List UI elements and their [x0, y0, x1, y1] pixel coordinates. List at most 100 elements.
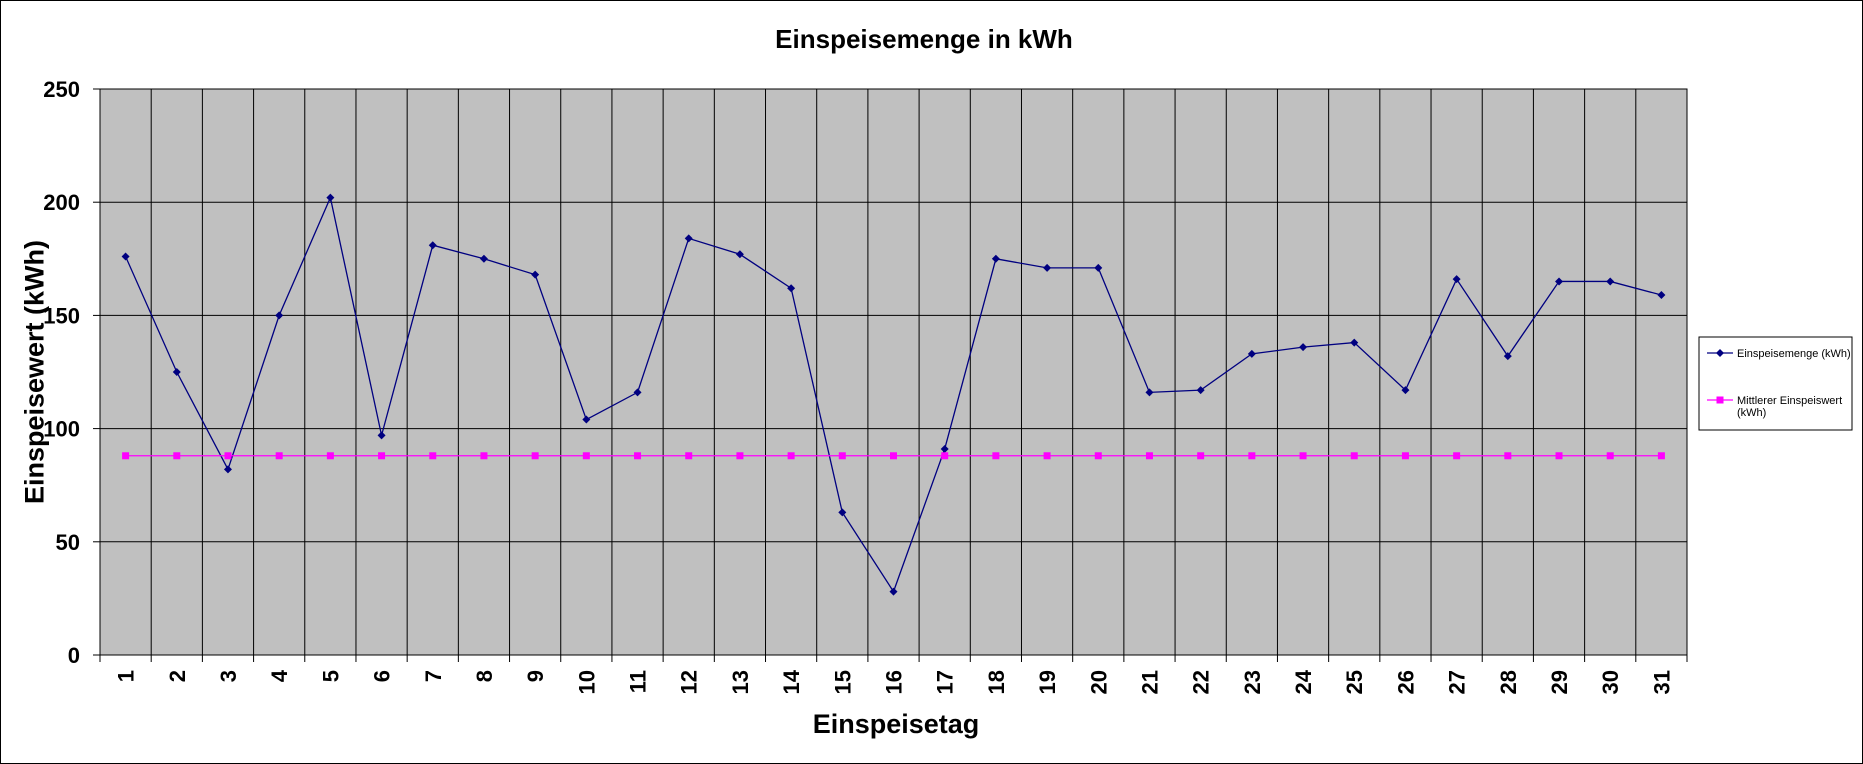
x-tick-label: 12 — [677, 670, 702, 694]
data-point — [787, 452, 795, 460]
data-point — [1350, 452, 1358, 460]
data-point — [1401, 386, 1410, 395]
data-point — [838, 452, 846, 460]
x-tick-label: 5 — [318, 670, 343, 682]
axes — [99, 88, 1688, 656]
legend-label: Einspeisemenge (kWh) — [1737, 348, 1851, 360]
data-point — [428, 241, 437, 250]
data-point — [1606, 452, 1614, 460]
data-point — [1094, 452, 1102, 460]
legend-item: Einspeisemenge (kWh) — [1707, 348, 1851, 360]
x-tick-label: 25 — [1342, 670, 1367, 694]
data-point — [223, 465, 232, 474]
legend-label: Mittlerer Einspeiswert — [1737, 395, 1842, 407]
x-tick-label: 13 — [728, 670, 753, 694]
data-point — [1503, 352, 1512, 361]
data-point — [326, 193, 335, 202]
data-point — [787, 284, 796, 293]
data-point — [122, 452, 130, 460]
x-tick-label: 31 — [1649, 670, 1674, 694]
x-tick-label: 23 — [1240, 670, 1265, 694]
data-point — [941, 452, 949, 460]
data-point — [991, 254, 1000, 263]
legend: Einspeisemenge (kWh) Mittlerer Einspeiswe… — [1698, 336, 1853, 431]
x-tick-label: 15 — [830, 670, 855, 694]
x-tick-label: 29 — [1547, 670, 1572, 694]
y-tick-label: 200 — [43, 190, 80, 215]
data-point — [173, 452, 181, 460]
data-point — [121, 252, 130, 261]
x-tick-label: 10 — [574, 670, 599, 694]
data-point — [992, 452, 1000, 460]
x-tick-label: 26 — [1393, 670, 1418, 694]
data-point — [1247, 349, 1256, 358]
data-point — [479, 254, 488, 263]
data-point — [275, 452, 283, 460]
legend-marker — [1716, 349, 1724, 357]
x-tick-label: 3 — [216, 670, 241, 682]
x-tick-label: 21 — [1137, 670, 1162, 694]
plot-border — [99, 88, 1688, 656]
x-tick-label: 14 — [779, 669, 804, 694]
data-point — [1555, 452, 1563, 460]
x-tick-label: 30 — [1598, 670, 1623, 694]
data-point — [1299, 343, 1308, 352]
data-point — [838, 508, 847, 517]
data-point — [224, 452, 232, 460]
data-point — [1606, 277, 1615, 286]
legend-label: (kWh) — [1737, 407, 1766, 419]
data-point — [480, 452, 488, 460]
x-tick-label: 2 — [165, 670, 190, 682]
y-tick-label: 100 — [43, 417, 80, 442]
data-point — [172, 368, 181, 376]
x-tick-label: 1 — [114, 670, 139, 682]
x-tick-label: 7 — [421, 670, 446, 682]
x-tick-label: 28 — [1496, 670, 1521, 694]
data-point — [326, 452, 334, 460]
series-1 — [121, 193, 1666, 596]
data-point — [1043, 263, 1052, 272]
data-point — [890, 452, 897, 460]
x-axis-title: Einspeisetag — [813, 709, 980, 739]
data-point — [1350, 338, 1359, 347]
series-2 — [122, 452, 1665, 460]
data-point — [531, 452, 539, 460]
y-tick-labels: 0 50 100 150 200 250 — [43, 77, 80, 668]
legend-marker — [1716, 396, 1724, 404]
x-tick-label: 8 — [472, 670, 497, 682]
data-point — [1453, 452, 1461, 460]
data-point — [1094, 263, 1103, 272]
x-tick-label: 6 — [370, 670, 395, 682]
data-point — [684, 234, 693, 243]
data-point — [1145, 452, 1153, 460]
chart-title: Einspeisemenge in kWh — [775, 24, 1073, 54]
data-point — [1043, 452, 1051, 460]
data-point — [275, 311, 284, 320]
x-tick-label: 11 — [626, 670, 651, 693]
vertical-gridlines — [99, 89, 1688, 662]
data-point — [736, 452, 744, 460]
data-point — [582, 415, 591, 424]
x-tick-label: 4 — [267, 669, 292, 682]
data-point — [377, 431, 386, 440]
data-point — [1452, 275, 1461, 284]
y-tick-label: 150 — [43, 303, 80, 328]
data-point — [429, 452, 437, 460]
x-tick-label: 27 — [1445, 670, 1470, 694]
data-point — [1657, 452, 1665, 460]
data-point — [378, 452, 386, 460]
data-point — [889, 587, 898, 596]
data-point — [1555, 277, 1564, 286]
data-point — [1248, 452, 1256, 460]
data-point — [1197, 452, 1205, 460]
data-point — [1401, 452, 1409, 460]
data-point — [633, 388, 642, 397]
x-tick-label: 22 — [1189, 670, 1214, 694]
plot-area — [100, 89, 1687, 655]
x-tick-label: 16 — [882, 670, 907, 694]
x-tick-label: 19 — [1035, 670, 1060, 694]
data-point — [735, 250, 744, 259]
y-tick-label: 250 — [43, 77, 80, 102]
x-tick-label: 20 — [1086, 670, 1111, 694]
